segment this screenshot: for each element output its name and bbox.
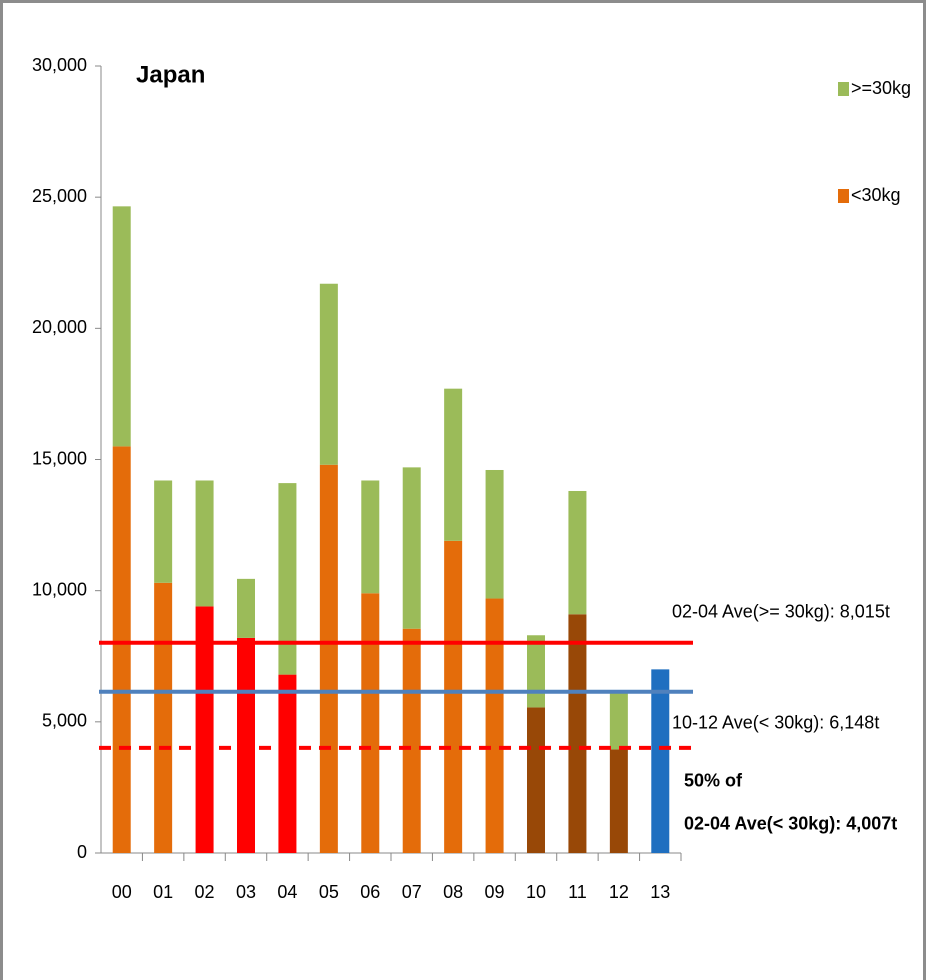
x-tick-label: 03 bbox=[236, 882, 256, 902]
x-tick-label: 09 bbox=[485, 882, 505, 902]
bar bbox=[568, 614, 587, 853]
x-tick-label: 13 bbox=[650, 882, 670, 902]
y-tick-label: 10,000 bbox=[32, 579, 87, 599]
bar bbox=[651, 669, 670, 853]
bar bbox=[112, 446, 131, 853]
bar bbox=[444, 388, 463, 541]
legend-swatch bbox=[838, 82, 849, 96]
bar bbox=[278, 674, 297, 853]
bar bbox=[527, 707, 545, 853]
bar bbox=[609, 749, 628, 853]
x-tick-label: 11 bbox=[568, 882, 587, 902]
y-tick-label: 5,000 bbox=[42, 711, 87, 731]
bar bbox=[154, 480, 173, 583]
x-tick-label: 05 bbox=[319, 882, 339, 902]
x-tick-label: 06 bbox=[360, 882, 380, 902]
x-tick-label: 00 bbox=[112, 882, 132, 902]
bar bbox=[361, 593, 380, 853]
bar bbox=[402, 628, 421, 853]
reference-label: 02-04 Ave(>= 30kg): 8,015t bbox=[672, 601, 890, 621]
bar bbox=[402, 467, 421, 629]
x-tick-label: 08 bbox=[443, 882, 463, 902]
bar bbox=[195, 480, 214, 607]
reference-label: 10-12 Ave(< 30kg): 6,148t bbox=[672, 712, 879, 732]
y-tick-label: 20,000 bbox=[32, 317, 87, 337]
x-tick-label: 10 bbox=[526, 882, 546, 902]
bar bbox=[485, 469, 504, 599]
bar bbox=[609, 692, 628, 750]
bar bbox=[319, 464, 338, 853]
bar bbox=[278, 483, 297, 675]
bar bbox=[112, 206, 131, 447]
bar bbox=[568, 490, 587, 615]
legend-label: >=30kg bbox=[851, 78, 911, 98]
bar bbox=[485, 598, 504, 853]
legend-label: <30kg bbox=[851, 185, 901, 205]
x-tick-label: 07 bbox=[402, 882, 422, 902]
bar bbox=[154, 582, 173, 853]
y-tick-label: 30,000 bbox=[32, 55, 87, 75]
chart-title: Japan bbox=[136, 61, 205, 88]
x-tick-label: 01 bbox=[153, 882, 173, 902]
bar bbox=[319, 283, 338, 465]
bar bbox=[195, 606, 214, 853]
reference-label: 50% of bbox=[684, 771, 743, 791]
x-tick-label: 04 bbox=[277, 882, 297, 902]
x-tick-label: 02 bbox=[195, 882, 215, 902]
bar bbox=[237, 637, 255, 853]
bar bbox=[237, 578, 255, 638]
y-tick-label: 15,000 bbox=[32, 448, 87, 468]
bar bbox=[444, 540, 463, 853]
y-tick-label: 25,000 bbox=[32, 186, 87, 206]
y-tick-label: 0 bbox=[77, 842, 87, 862]
bar bbox=[527, 635, 545, 708]
x-tick-label: 12 bbox=[609, 882, 629, 902]
reference-label: 02-04 Ave(< 30kg): 4,007t bbox=[684, 814, 897, 834]
legend-swatch bbox=[838, 189, 849, 203]
bar bbox=[361, 480, 380, 594]
